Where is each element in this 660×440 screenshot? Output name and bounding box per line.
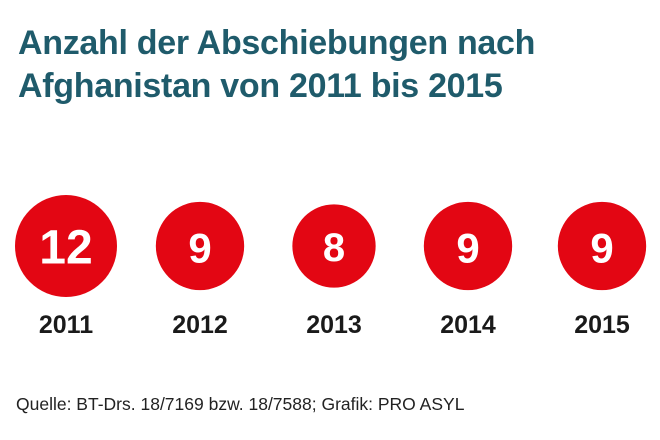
chart-title: Anzahl der Abschiebungen nach Afghanista… [18,22,638,108]
bubble-2011 [15,195,117,297]
bubble-2013 [292,204,376,288]
source-note: Quelle: BT-Drs. 18/7169 bzw. 18/7588; Gr… [16,394,465,414]
value-label-2014: 9 [456,225,479,272]
bubble-chart: 12 2011 9 2012 8 2013 9 2014 9 2015 [15,195,647,339]
year-label-2014: 2014 [440,311,496,339]
title-line-2: Afghanistan von 2011 bis 2015 [18,67,503,105]
bubble-2015 [557,201,647,291]
value-label-2015: 9 [590,225,613,272]
value-label-2013: 8 [323,226,345,270]
bubble-2014 [423,201,513,291]
year-label-2011: 2011 [39,311,93,339]
title-line-1: Anzahl der Abschiebungen nach [18,24,536,62]
year-label-2013: 2013 [306,311,362,339]
bubble-2012 [155,201,245,291]
value-label-2012: 9 [188,225,211,272]
year-label-2012: 2012 [172,311,228,339]
value-label-2011: 12 [39,222,92,275]
year-label-2015: 2015 [574,311,630,339]
